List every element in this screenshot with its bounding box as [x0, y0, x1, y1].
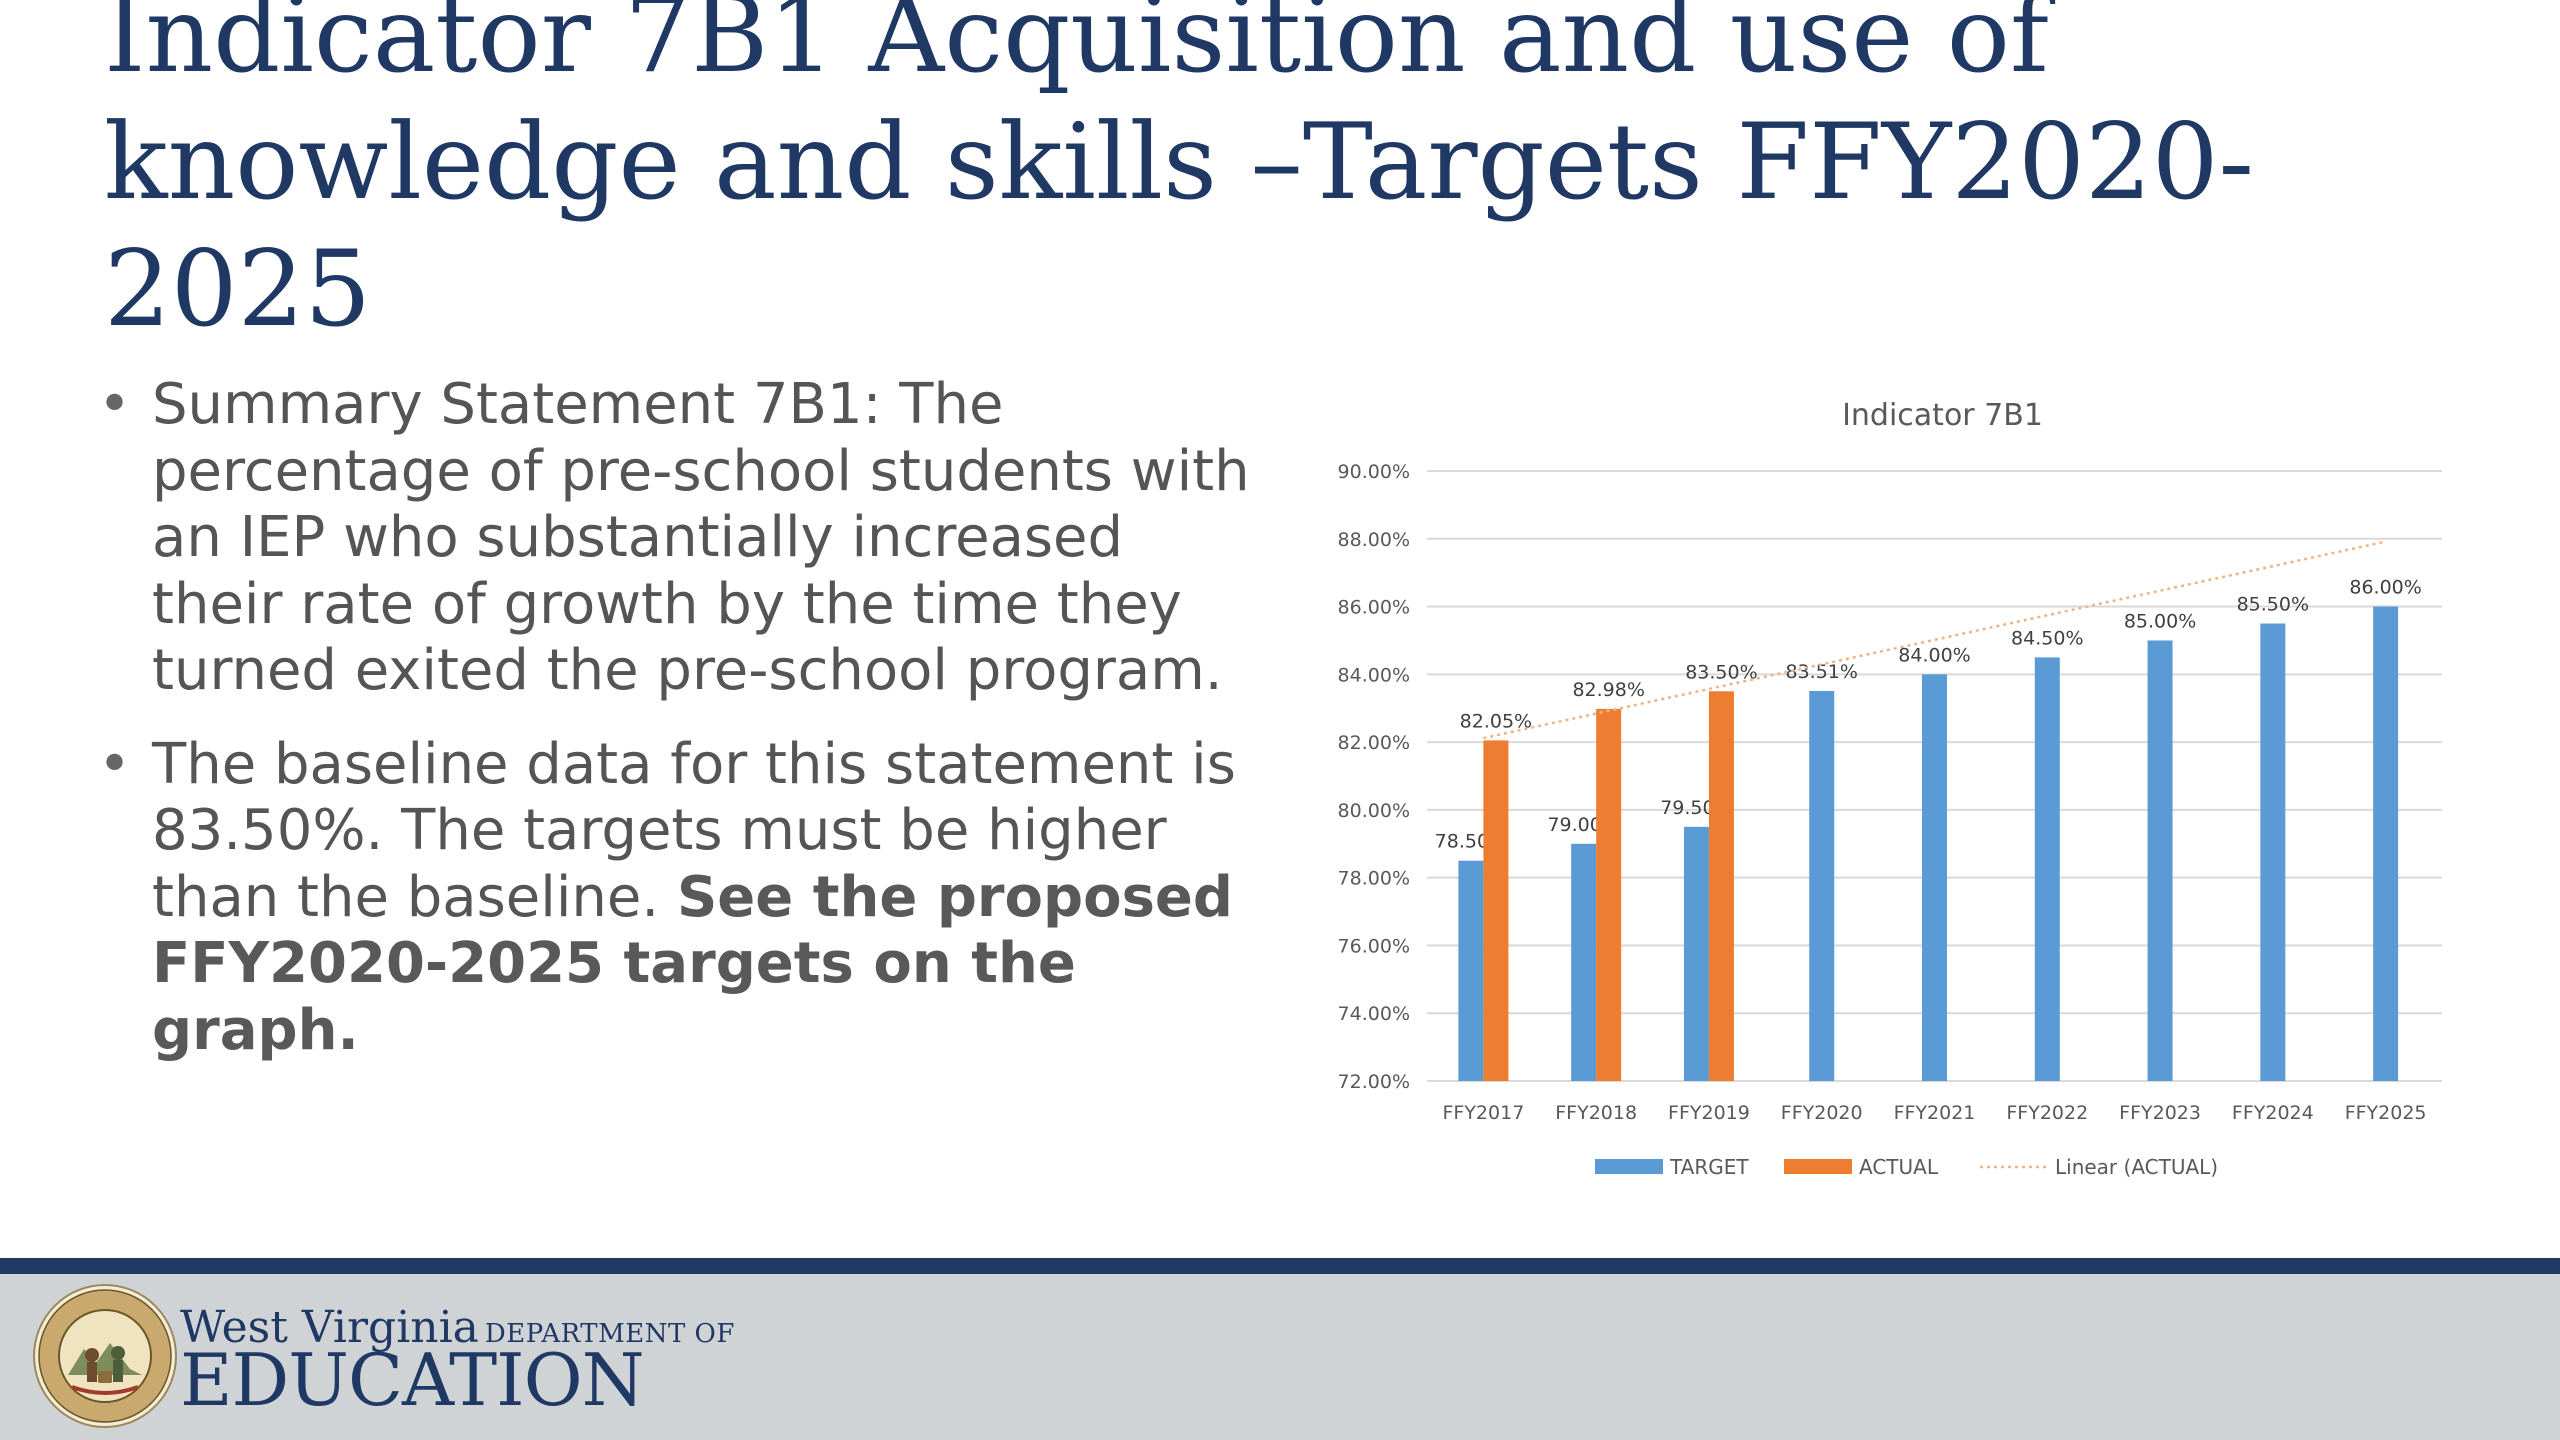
- indicator-7b1-chart: Indicator 7B1 72.00% 74.00% 76.00% 78.00% 80.…: [1338, 398, 2442, 1179]
- state-seal-icon: [33, 1284, 177, 1428]
- bullet-list: Summary Statement 7B1: The percentage of…: [98, 372, 1258, 1091]
- wvde-department-label: DEPARTMENT OF: [484, 1319, 735, 1349]
- x-tick-label: FFY2018: [1555, 1102, 1637, 1124]
- bar-target-ffy2020: [1809, 690, 1835, 1081]
- slide-title: Indicator 7B1 Acquisition and use of kno…: [104, 0, 2255, 350]
- data-label-target: 83.51%: [1785, 661, 1857, 683]
- bullet-baseline-text: The baseline data for this statement is …: [152, 731, 1236, 930]
- x-tick-label: FFY2021: [1894, 1102, 1976, 1124]
- y-tick-label: 72.00%: [1338, 1071, 1410, 1093]
- bullet-baseline: The baseline data for this statement is …: [98, 732, 1258, 1065]
- data-label-target: 84.50%: [2011, 627, 2083, 649]
- legend-label-actual: ACTUAL: [1859, 1155, 1939, 1179]
- wvde-education-wordmark: EDUCATION: [180, 1338, 645, 1422]
- data-label-target: 86.00%: [2349, 577, 2421, 599]
- bar-target-ffy2023: [2147, 640, 2173, 1081]
- x-tick-label: FFY2024: [2232, 1102, 2314, 1124]
- data-label-actual: 82.05%: [1460, 710, 1532, 732]
- bar-target-ffy2025: [2373, 606, 2399, 1081]
- legend-swatch-actual: [1784, 1159, 1852, 1174]
- y-tick-label: 88.00%: [1338, 529, 1410, 551]
- y-tick-label: 90.00%: [1338, 461, 1410, 483]
- footer-bar: [0, 1274, 2560, 1440]
- bar-target-ffy2017: [1458, 860, 1484, 1081]
- legend-label-trendline: Linear (ACTUAL): [2055, 1155, 2218, 1179]
- y-tick-label: 78.00%: [1338, 868, 1410, 890]
- chart-title: Indicator 7B1: [1842, 398, 2043, 433]
- x-tick-label: FFY2019: [1668, 1102, 1750, 1124]
- wvde-logo-line1: West Virginia DEPARTMENT OF: [180, 1302, 735, 1353]
- y-tick-label: 84.00%: [1338, 664, 1410, 686]
- bar-actual-ffy2018: [1596, 708, 1622, 1081]
- y-tick-label: 86.00%: [1338, 597, 1410, 619]
- y-tick-label: 80.00%: [1338, 800, 1410, 822]
- x-tick-label: FFY2025: [2345, 1102, 2427, 1124]
- wvde-state-name: West Virginia: [180, 1302, 479, 1353]
- bullet-baseline-emphasis: See the proposed FFY2020-2025 targets on…: [152, 864, 1233, 1063]
- x-tick-label: FFY2020: [1781, 1102, 1863, 1124]
- y-tick-label: 82.00%: [1338, 732, 1410, 754]
- x-tick-label: FFY2022: [2006, 1102, 2088, 1124]
- footer-divider: [0, 1258, 2560, 1274]
- data-label-actual: 83.50%: [1685, 661, 1757, 683]
- y-tick-label: 74.00%: [1338, 1003, 1410, 1025]
- bar-actual-ffy2019: [1708, 691, 1734, 1081]
- bar-target-ffy2018: [1571, 843, 1597, 1081]
- data-label-target: 84.00%: [1898, 644, 1970, 666]
- data-label-target: 85.00%: [2124, 610, 2196, 632]
- bullet-summary-statement: Summary Statement 7B1: The percentage of…: [98, 372, 1258, 705]
- bar-target-ffy2024: [2260, 623, 2286, 1081]
- bar-target-ffy2022: [2034, 657, 2060, 1081]
- bar-target-ffy2019: [1683, 826, 1709, 1081]
- data-label-target: 85.50%: [2237, 594, 2309, 616]
- legend-swatch-target: [1595, 1159, 1663, 1174]
- bullet-summary-text: Summary Statement 7B1: The percentage of…: [152, 372, 1250, 703]
- y-tick-label: 76.00%: [1338, 935, 1410, 957]
- bar-target-ffy2021: [1922, 674, 1947, 1081]
- legend-label-target: TARGET: [1669, 1155, 1749, 1179]
- bar-actual-ffy2017: [1483, 740, 1509, 1081]
- data-label-actual: 82.98%: [1572, 679, 1644, 701]
- x-tick-label: FFY2023: [2119, 1102, 2201, 1124]
- x-tick-label: FFY2017: [1442, 1102, 1524, 1124]
